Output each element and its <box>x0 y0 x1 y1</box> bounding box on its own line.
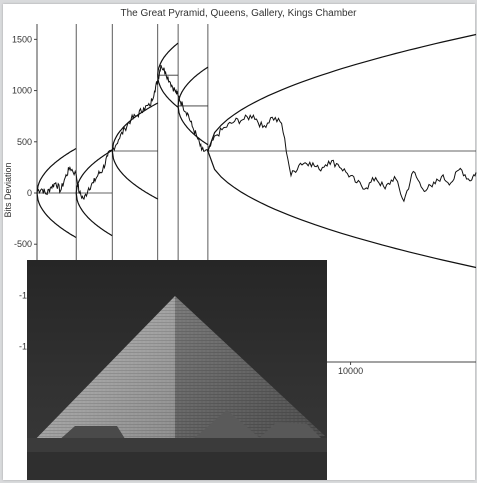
envelope-upper <box>111 102 158 152</box>
envelope-upper <box>75 149 113 194</box>
envelope-upper <box>207 33 477 152</box>
envelope-upper <box>36 147 77 194</box>
y-tick-label: 1000 <box>12 86 32 96</box>
envelope-lower <box>111 150 158 200</box>
envelope-curves <box>36 33 477 269</box>
envelope-lower <box>207 150 477 269</box>
x-tick-label: 10000 <box>338 366 363 376</box>
envelope-lower <box>75 192 113 237</box>
y-tick-label: -500 <box>14 239 32 249</box>
y-axis-label: Bits Deviation <box>3 162 13 217</box>
data-series-line <box>36 64 477 203</box>
y-tick-label: 1500 <box>12 34 32 44</box>
chart-title: The Great Pyramid, Queens, Gallery, King… <box>120 8 357 19</box>
y-tick-label: -15 <box>19 342 32 352</box>
y-tick-label: 500 <box>17 137 32 147</box>
y-tick-label: 0 <box>27 188 32 198</box>
envelope-lower <box>177 105 209 146</box>
envelope-lower <box>36 192 77 239</box>
pyramid-image-icon <box>27 260 327 480</box>
pyramid-photo <box>27 260 327 480</box>
series-group <box>36 64 477 203</box>
envelope-upper <box>177 66 209 106</box>
envelope-lower <box>157 75 179 108</box>
y-tick-label: -10 <box>19 290 32 300</box>
envelope-upper <box>157 42 179 76</box>
